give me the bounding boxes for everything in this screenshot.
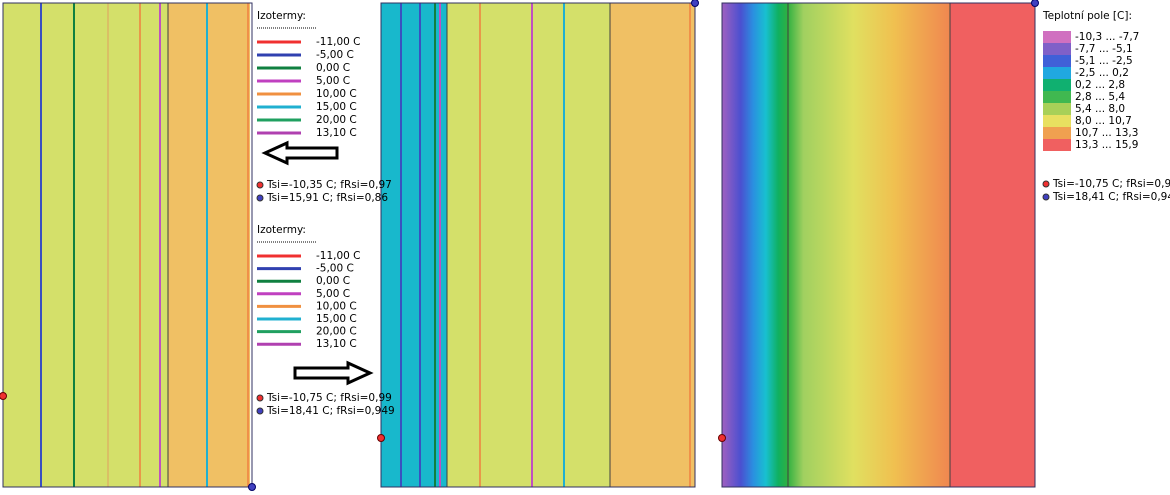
point-label: Tsi=15,91 C; fRsi=0,86 — [266, 192, 388, 204]
color-legend-label: 5,4 ... 8,0 — [1075, 103, 1125, 115]
color-legend-label: 2,8 ... 5,4 — [1075, 91, 1125, 103]
isotherm-label: 5,00 C — [316, 288, 350, 300]
color-legend-label: -7,7 ... -5,1 — [1075, 43, 1133, 55]
point-label: Tsi=18,41 C; fRsi=0,949 — [266, 405, 395, 417]
isotherm-label: 5,00 C — [316, 75, 350, 87]
point-marker — [256, 181, 264, 189]
isotherm-label: -5,00 C — [316, 49, 354, 61]
color-legend-label: 13,3 ... 15,9 — [1075, 139, 1138, 151]
legends: Izotermy:-11,00 C-5,00 C0,00 C5,00 C10,0… — [256, 10, 1170, 417]
panel-1 — [0, 2, 256, 491]
color-legend-label: -2,5 ... 0,2 — [1075, 67, 1129, 79]
legend-title: Izotermy: — [257, 224, 306, 236]
color-swatch — [1043, 127, 1071, 139]
color-swatch — [1043, 79, 1071, 91]
color-swatch — [1043, 67, 1071, 79]
color-legend-label: 8,0 ... 10,7 — [1075, 115, 1132, 127]
isotherm-label: 0,00 C — [316, 62, 350, 74]
isotherm-label: 20,00 C — [316, 326, 357, 338]
legend-title: Izotermy: — [257, 10, 306, 22]
color-swatch — [1043, 139, 1071, 151]
point-label: Tsi=-10,75 C; fRsi=0,99 — [1052, 178, 1170, 190]
arrow-left — [261, 140, 339, 166]
color-swatch — [1043, 55, 1071, 67]
point-marker — [256, 407, 264, 415]
isotherm-label: 0,00 C — [316, 275, 350, 287]
isotherm-label: 13,10 C — [316, 127, 357, 139]
point-label: Tsi=-10,35 C; fRsi=0,97 — [266, 179, 392, 191]
point-marker — [256, 394, 264, 402]
arrow-right — [293, 360, 374, 386]
point-marker — [1042, 180, 1050, 188]
isotherm-label: -11,00 C — [316, 250, 361, 262]
point-marker — [1042, 193, 1050, 201]
color-swatch — [1043, 103, 1071, 115]
point-marker — [256, 194, 264, 202]
color-swatch — [1043, 43, 1071, 55]
point-label: Tsi=-10,75 C; fRsi=0,99 — [266, 392, 392, 404]
isotherm-label: 15,00 C — [316, 101, 357, 113]
color-legend-label: 0,2 ... 2,8 — [1075, 79, 1125, 91]
panel-2 — [377, 0, 699, 488]
color-legend-label: -5,1 ... -2,5 — [1075, 55, 1133, 67]
isotherm-label: -5,00 C — [316, 263, 354, 275]
color-legend-title: Teplotní pole [C]: — [1042, 10, 1132, 22]
isotherm-label: 15,00 C — [316, 313, 357, 325]
panel-3 — [718, 0, 1039, 488]
color-swatch — [1043, 115, 1071, 127]
isotherm-label: 10,00 C — [316, 300, 357, 312]
point-label: Tsi=18,41 C; fRsi=0,949 — [1052, 191, 1170, 203]
color-swatch — [1043, 91, 1071, 103]
isotherm-label: 10,00 C — [316, 88, 357, 100]
isotherm-label: -11,00 C — [316, 36, 361, 48]
isotherm-label: 20,00 C — [316, 114, 357, 126]
color-legend-label: -10,3 ... -7,7 — [1075, 31, 1139, 43]
color-swatch — [1043, 31, 1071, 43]
color-legend-label: 10,7 ... 13,3 — [1075, 127, 1138, 139]
isotherm-label: 13,10 C — [316, 338, 357, 350]
